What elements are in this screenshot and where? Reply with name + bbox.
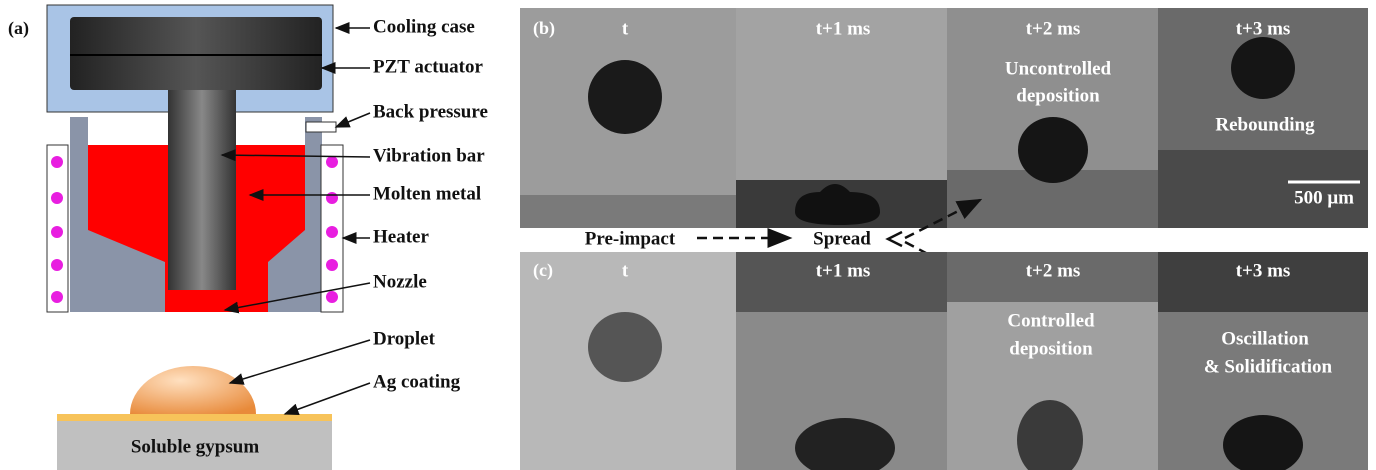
panel-c: (c) t t+1 ms t+2 ms t+3 ms Controlled de…: [520, 252, 1368, 470]
frame-label: t+1 ms: [816, 18, 871, 39]
substrate-label: Soluble gypsum: [131, 436, 259, 457]
frame-label: t+2 ms: [1026, 260, 1081, 281]
component-label: Cooling case: [373, 16, 475, 37]
component-label: Molten metal: [373, 183, 481, 204]
panel-label: (b): [533, 18, 555, 39]
annotation: Uncontrolled: [1005, 58, 1112, 79]
component-label: PZT actuator: [373, 56, 484, 77]
annotation: Controlled: [1007, 310, 1095, 331]
pzt-actuator: [70, 17, 322, 90]
frame-label: t+3 ms: [1236, 260, 1291, 281]
component-label: Ag coating: [373, 371, 461, 392]
annotation: Rebounding: [1215, 114, 1315, 135]
component-label: Heater: [373, 226, 429, 247]
panel-label: (a): [8, 18, 29, 39]
vibration-bar: [168, 90, 236, 290]
panel-b: (b) t t+1 ms t+2 ms t+3 ms Uncontrolled …: [520, 8, 1368, 228]
frame-label: t: [622, 260, 629, 281]
annotation: deposition: [1009, 338, 1093, 359]
component-label: Nozzle: [373, 271, 427, 292]
annotation: deposition: [1016, 85, 1100, 106]
scale-bar-label: 500 μm: [1294, 187, 1354, 208]
frame-label: t: [622, 18, 629, 39]
component-label: Droplet: [373, 328, 436, 349]
droplet: [130, 366, 256, 414]
flow-label: Pre-impact: [585, 228, 676, 249]
frame-label: t+2 ms: [1026, 18, 1081, 39]
annotation: Oscillation: [1221, 328, 1309, 349]
panel-a: (a) Soluble gypsum Cooling case PZT actu…: [8, 5, 488, 470]
figure: (a) Soluble gypsum Cooling case PZT actu…: [0, 0, 1376, 470]
annotation: & Solidification: [1204, 356, 1333, 377]
panel-label: (c): [533, 260, 553, 281]
frame-label: t+1 ms: [816, 260, 871, 281]
frame-label: t+3 ms: [1236, 18, 1291, 39]
ag-coating: [57, 414, 332, 421]
droplet-image: [588, 60, 662, 134]
component-label: Back pressure: [373, 101, 488, 122]
flow-label: Spread: [813, 228, 871, 249]
component-label: Vibration bar: [373, 145, 485, 166]
